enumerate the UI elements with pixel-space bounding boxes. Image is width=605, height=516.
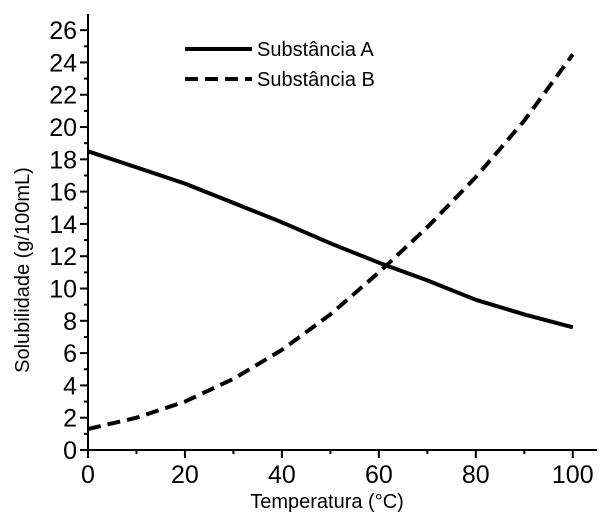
legend: Substância A Substância B (185, 39, 375, 91)
y-tick-label: 14 (49, 211, 77, 239)
series-line-substancia-a (87, 149, 574, 330)
series-group (87, 53, 575, 431)
y-tick-label: 22 (49, 82, 77, 110)
x-axis-label: Temperatura (°C) (250, 491, 404, 513)
y-tick-label: 2 (63, 405, 77, 433)
y-tick-label: 24 (49, 49, 77, 77)
axes (87, 14, 597, 451)
y-tick-label: 10 (49, 276, 77, 304)
legend-label-substancia-b: Substância B (257, 69, 375, 91)
x-tick-label: 40 (268, 461, 296, 489)
ticks (80, 29, 574, 458)
x-tick-label: 0 (81, 461, 95, 489)
y-tick-label: 0 (63, 437, 77, 465)
y-tick-label: 16 (49, 179, 77, 207)
y-tick-label: 12 (49, 243, 77, 271)
y-tick-label: 18 (49, 146, 77, 174)
y-tick-label: 6 (63, 340, 77, 368)
y-tick-label: 20 (49, 114, 77, 142)
x-tick-label: 20 (171, 461, 199, 489)
y-tick-label: 26 (49, 17, 77, 45)
y-tick-label: 8 (63, 308, 77, 336)
legend-label-substancia-a: Substância A (257, 39, 374, 61)
x-tick-label: 60 (365, 461, 393, 489)
x-tick-label: 80 (462, 461, 490, 489)
y-tick-label: 4 (63, 372, 77, 400)
series-line-substancia-b (87, 53, 575, 431)
x-tick-label: 100 (552, 461, 594, 489)
y-axis-label: Solubilidade (g/100mL) (12, 167, 34, 373)
